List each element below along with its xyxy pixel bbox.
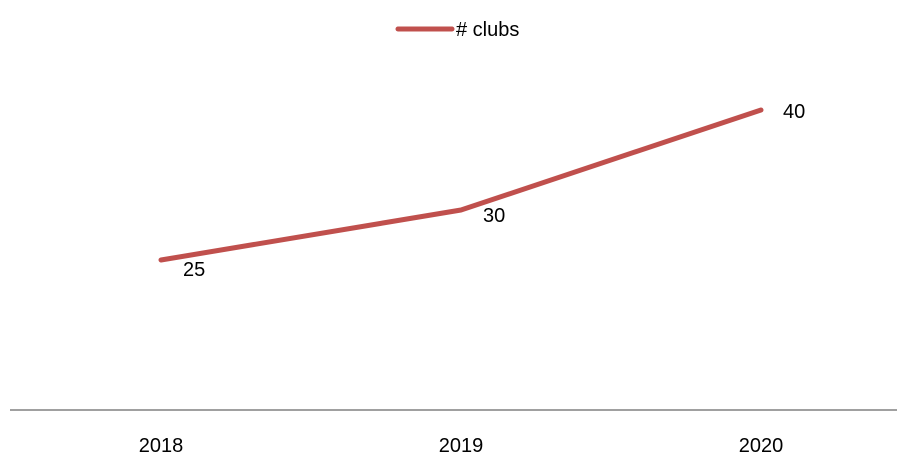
legend: # clubs — [395, 19, 519, 41]
data-label: 25 — [183, 259, 205, 281]
x-tick-label: 2020 — [739, 435, 784, 457]
data-labels: 25 30 40 — [183, 101, 805, 281]
x-tick-label: 2018 — [139, 435, 184, 457]
data-label: 40 — [783, 101, 805, 123]
legend-series-label: # clubs — [456, 19, 519, 41]
x-tick-label: 2019 — [439, 435, 484, 457]
series-line — [158, 107, 764, 263]
x-axis-ticks: 2018 2019 2020 — [139, 435, 784, 457]
data-label: 30 — [483, 205, 505, 227]
